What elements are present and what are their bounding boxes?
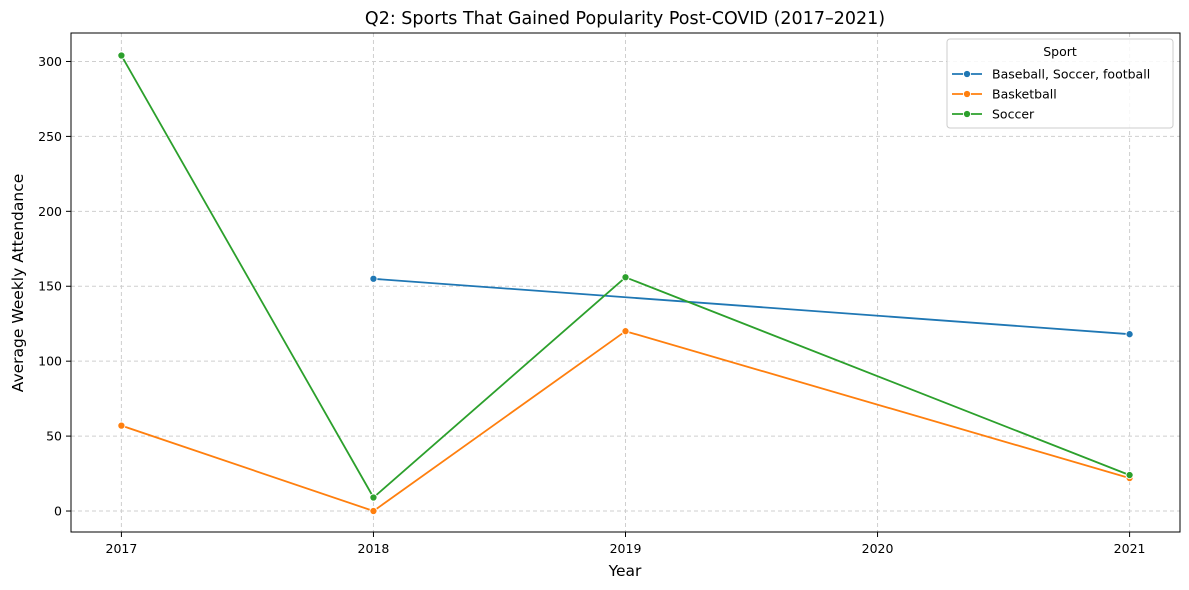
y-tick-label: 250 [38,129,62,144]
legend-label: Basketball [992,87,1057,102]
y-tick-label: 300 [38,54,62,69]
series-line [120,55,1130,499]
legend-item-baseball-soccer-football: Baseball, Soccer, football [952,67,1150,82]
y-tick-label: 50 [46,429,62,444]
x-axis-title: Year [608,562,642,580]
y-tick-label: 200 [38,204,62,219]
legend-box [946,38,1174,129]
legend-title: Sport [1043,44,1077,59]
legend-swatch-marker [962,69,972,79]
y-tick-label: 100 [38,354,62,369]
data-point [117,51,126,60]
series-baseball-soccer-football [369,274,1134,339]
data-point [369,506,378,516]
y-tick-label: 150 [38,279,62,294]
legend-item-soccer: Soccer [952,107,1035,122]
data-point [369,274,378,283]
legend-swatch-marker [962,89,972,99]
legend: Sport Baseball, Soccer, football Basketba… [946,38,1174,129]
series-line [121,330,1130,512]
x-tick-label: 2021 [1114,541,1146,556]
data-point [621,273,630,282]
y-axis: 0 50 100 150 200 250 300 [38,54,71,519]
legend-label: Baseball, Soccer, football [992,67,1150,82]
series-soccer [117,51,1134,502]
data-point [369,493,378,502]
data-point [1125,471,1134,480]
data-point [621,327,630,336]
x-axis: 2017 2018 2019 2020 2021 [106,532,1146,556]
x-tick-label: 2019 [610,541,642,556]
x-tick-label: 2017 [106,541,138,556]
x-tick-label: 2020 [862,541,894,556]
x-tick-label: 2018 [358,541,390,556]
y-axis-title: Average Weekly Attendance [9,174,27,393]
series-layer [117,51,1134,516]
legend-label: Soccer [992,107,1035,122]
legend-item-basketball: Basketball [952,87,1057,102]
series-line [373,277,1130,336]
chart-title: Q2: Sports That Gained Popularity Post-C… [365,9,885,29]
legend-swatch-marker [962,109,972,119]
data-point [117,421,126,430]
data-point [1125,330,1134,339]
y-tick-label: 0 [54,504,62,519]
